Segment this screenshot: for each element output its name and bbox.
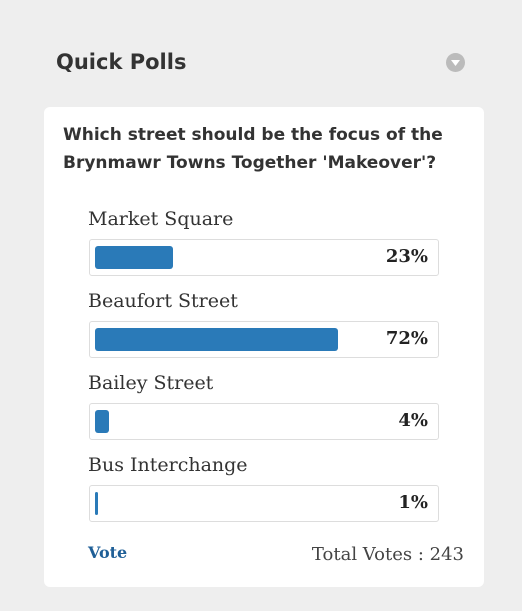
option-track: 23% <box>89 239 439 276</box>
option-label: Beaufort Street <box>88 290 238 312</box>
option-bar <box>95 492 99 515</box>
widget-title: Quick Polls <box>56 50 187 74</box>
collapse-toggle[interactable] <box>446 53 465 72</box>
option-track: 72% <box>89 321 439 358</box>
option-bar <box>95 246 173 269</box>
poll-question: Which street should be the focus of the … <box>63 125 443 173</box>
option-bar <box>95 328 339 351</box>
vote-button[interactable]: Vote <box>88 543 128 562</box>
option-percent: 23% <box>385 246 428 267</box>
total-votes: Total Votes : 243 <box>312 544 464 565</box>
option-percent: 72% <box>385 328 428 349</box>
chevron-icon <box>451 60 460 66</box>
option-percent: 1% <box>398 492 428 513</box>
option-bar <box>95 410 109 433</box>
option-label: Bus Interchange <box>88 454 248 476</box>
option-track: 1% <box>89 485 439 522</box>
total-label: Total Votes : <box>311 544 424 565</box>
option-track: 4% <box>89 403 439 440</box>
option-percent: 4% <box>398 410 428 431</box>
poll-card: Which street should be the focus of the … <box>44 107 484 587</box>
option-label: Bailey Street <box>88 372 214 394</box>
total-count: 243 <box>429 544 464 565</box>
option-label: Market Square <box>88 208 234 230</box>
